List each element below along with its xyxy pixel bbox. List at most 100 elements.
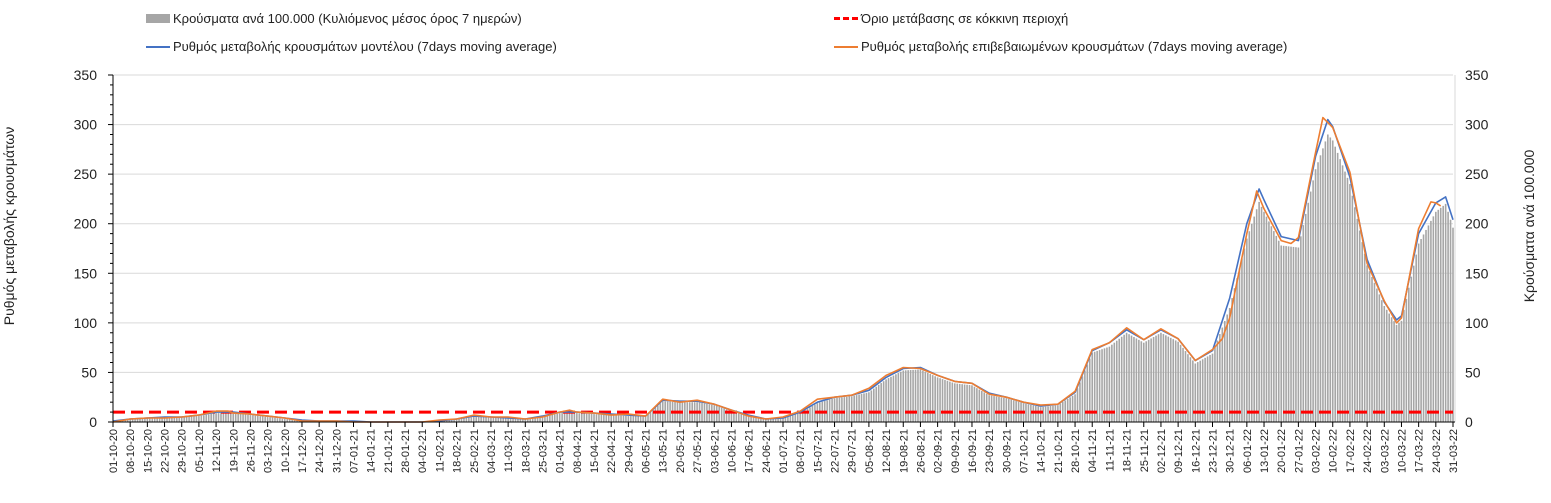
bar bbox=[944, 379, 946, 422]
bar bbox=[475, 417, 478, 422]
bar bbox=[1196, 362, 1199, 422]
bar bbox=[1260, 206, 1263, 422]
bar bbox=[809, 407, 811, 422]
bar bbox=[1319, 155, 1322, 422]
bar bbox=[561, 413, 563, 422]
bar bbox=[198, 416, 200, 422]
bar bbox=[460, 418, 463, 422]
x-tick-label: 29-07-21 bbox=[847, 429, 859, 473]
legend-label-threshold: Όριο μετάβασης σε κόκκινη περιοχή bbox=[861, 11, 1069, 26]
bar bbox=[1439, 207, 1442, 422]
bar bbox=[1061, 402, 1064, 422]
bar bbox=[1147, 339, 1150, 422]
bar bbox=[755, 417, 757, 422]
bar bbox=[480, 417, 482, 422]
bar bbox=[1312, 180, 1314, 422]
bar bbox=[239, 413, 242, 422]
bar bbox=[281, 418, 284, 422]
bar bbox=[1317, 162, 1319, 422]
bar bbox=[180, 417, 183, 422]
bar bbox=[1427, 225, 1430, 422]
bar bbox=[971, 385, 973, 422]
bar bbox=[787, 416, 789, 422]
bar bbox=[779, 418, 782, 422]
bar bbox=[855, 395, 858, 422]
bar bbox=[1430, 220, 1432, 422]
bar bbox=[1381, 300, 1383, 422]
x-tick-label: 07-01-21 bbox=[349, 429, 361, 473]
x-tick-label: 11-02-21 bbox=[434, 429, 446, 472]
bar bbox=[1395, 324, 1398, 422]
x-tick-label: 05-08-21 bbox=[864, 429, 876, 473]
bar bbox=[1295, 247, 1297, 422]
bar bbox=[1076, 388, 1079, 422]
bar bbox=[185, 416, 188, 422]
x-tick-label: 22-10-20 bbox=[160, 429, 172, 473]
bar bbox=[1351, 195, 1354, 422]
bar bbox=[1054, 405, 1057, 422]
x-tick-label: 18-02-21 bbox=[452, 429, 464, 473]
x-tick-label: 01-04-21 bbox=[555, 429, 567, 473]
x-tick-label: 18-11-21 bbox=[1122, 429, 1134, 472]
bar bbox=[1152, 337, 1155, 422]
bar bbox=[607, 414, 610, 422]
bar bbox=[254, 415, 257, 422]
bar bbox=[1108, 346, 1111, 422]
bar bbox=[956, 383, 959, 422]
bar bbox=[929, 373, 932, 422]
bar bbox=[134, 418, 136, 422]
bar bbox=[1398, 322, 1400, 422]
bar bbox=[1172, 339, 1175, 422]
bar bbox=[995, 396, 998, 422]
bar bbox=[792, 415, 794, 422]
bar bbox=[789, 415, 792, 422]
bar bbox=[1376, 288, 1378, 422]
bar bbox=[237, 413, 239, 422]
bar bbox=[1246, 238, 1248, 422]
bar bbox=[136, 418, 139, 422]
bar bbox=[1165, 335, 1167, 422]
bar bbox=[630, 416, 632, 422]
bar bbox=[146, 418, 149, 422]
bar bbox=[1327, 134, 1329, 422]
bar bbox=[1115, 340, 1118, 422]
x-tick-label: 19-08-21 bbox=[898, 429, 910, 473]
bar bbox=[993, 396, 995, 422]
bar bbox=[1273, 231, 1275, 422]
bar bbox=[941, 379, 944, 422]
bar bbox=[1157, 334, 1160, 422]
bar bbox=[176, 417, 178, 422]
bar bbox=[593, 414, 595, 422]
x-tick-label: 05-11-20 bbox=[194, 429, 206, 472]
bar bbox=[706, 403, 708, 422]
bar bbox=[256, 415, 259, 422]
bar bbox=[1444, 203, 1447, 422]
bar bbox=[279, 418, 281, 422]
bar bbox=[524, 419, 527, 422]
bar bbox=[850, 396, 853, 422]
bar bbox=[495, 417, 497, 422]
legend-item-model: Ρυθμός μεταβολής κρουσμάτων μοντέλου (7d… bbox=[146, 39, 557, 54]
y-tick-label-right: 50 bbox=[1465, 364, 1481, 380]
bar bbox=[171, 417, 173, 422]
bar bbox=[831, 398, 833, 422]
x-tick-label: 04-11-21 bbox=[1087, 429, 1099, 472]
bar bbox=[868, 392, 870, 422]
bar bbox=[958, 383, 961, 422]
x-tick-label: 31-12-20 bbox=[331, 429, 343, 473]
bar bbox=[230, 413, 232, 422]
bar bbox=[453, 419, 455, 422]
bar bbox=[1334, 146, 1336, 422]
bar bbox=[983, 392, 986, 422]
bar bbox=[853, 395, 855, 422]
bar bbox=[455, 419, 458, 422]
bar bbox=[1275, 235, 1278, 422]
bar bbox=[1066, 398, 1069, 422]
x-tick-label: 30-09-21 bbox=[1001, 429, 1013, 473]
bar bbox=[963, 384, 966, 422]
legend-swatch-model bbox=[146, 45, 170, 48]
bar bbox=[1201, 359, 1204, 422]
bar bbox=[1412, 265, 1415, 422]
bar bbox=[1150, 338, 1152, 422]
bar bbox=[1287, 246, 1290, 422]
